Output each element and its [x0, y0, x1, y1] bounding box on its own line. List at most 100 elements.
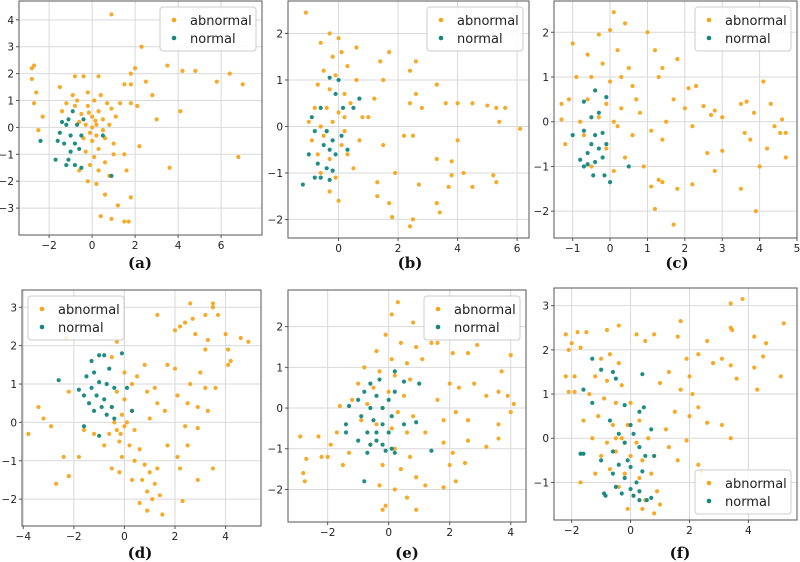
abnormal-point — [494, 105, 499, 110]
abnormal-point — [61, 454, 66, 460]
normal-point — [599, 458, 604, 463]
abnormal-point — [228, 358, 233, 364]
abnormal-point — [607, 467, 613, 472]
abnormal-point — [413, 91, 419, 97]
series-abnormal — [559, 10, 788, 227]
abnormal-point — [371, 385, 376, 390]
normal-point — [581, 99, 587, 104]
abnormal-point — [484, 444, 489, 449]
x-tick-label: 0 — [627, 525, 634, 537]
normal-point — [622, 440, 627, 445]
abnormal-point — [134, 374, 140, 379]
normal-point — [99, 404, 104, 410]
abnormal-point — [449, 159, 454, 164]
abnormal-point — [755, 387, 760, 392]
abnormal-point — [238, 335, 243, 341]
abnormal-point — [441, 485, 446, 490]
abnormal-point — [96, 74, 101, 79]
abnormal-point — [139, 44, 144, 49]
abnormal-point — [325, 454, 330, 459]
normal-point — [89, 385, 94, 390]
abnormal-point — [137, 500, 142, 506]
y-tick-label: 1 — [542, 72, 549, 84]
abnormal-point — [175, 454, 180, 460]
abnormal-point — [315, 152, 320, 157]
abnormal-point — [675, 334, 680, 339]
abnormal-point — [752, 334, 757, 339]
abnormal-point — [660, 137, 665, 142]
abnormal-point — [728, 436, 733, 441]
normal-point — [79, 133, 84, 138]
y-tick-label: 2 — [7, 69, 14, 81]
abnormal-point — [435, 340, 440, 346]
abnormal-point — [36, 128, 41, 133]
abnormal-point — [628, 453, 633, 459]
abnormal-point — [634, 332, 639, 337]
abnormal-point — [671, 97, 676, 102]
axes-frame — [553, 0, 798, 239]
normal-point — [613, 484, 618, 489]
abnormal-point — [41, 416, 46, 421]
abnormal-point — [160, 512, 165, 517]
abnormal-point — [671, 222, 676, 227]
abnormal-point — [652, 48, 658, 53]
abnormal-point — [124, 168, 129, 173]
abnormal-point — [619, 106, 624, 111]
normal-point — [368, 442, 373, 447]
abnormal-point — [210, 305, 216, 310]
abnormal-point — [652, 332, 657, 337]
abnormal-point — [434, 201, 439, 206]
abnormal-point — [491, 173, 496, 178]
normal-point — [72, 141, 78, 146]
abnormal-point — [210, 466, 216, 471]
abnormal-point — [687, 414, 692, 419]
abnormal-point — [434, 82, 439, 87]
abnormal-point — [188, 381, 193, 387]
abnormal-point — [517, 126, 523, 131]
abnormal-point — [625, 506, 630, 512]
abnormal-point — [449, 173, 454, 178]
abnormal-point — [386, 389, 391, 394]
abnormal-point — [783, 155, 788, 160]
abnormal-point — [690, 182, 695, 187]
abnormal-point — [414, 507, 419, 512]
abnormal-point — [109, 12, 114, 17]
abnormal-point — [461, 170, 466, 176]
abnormal-point — [321, 133, 326, 138]
abnormal-point — [318, 40, 323, 45]
normal-point — [357, 96, 362, 101]
abnormal-point — [392, 446, 397, 451]
normal-point — [374, 438, 379, 443]
series-abnormal — [563, 296, 786, 516]
abnormal-point — [398, 340, 403, 346]
abnormal-point — [455, 101, 460, 106]
normal-point — [401, 422, 407, 427]
abnormal-point — [214, 79, 219, 84]
abnormal-point — [611, 119, 616, 124]
abnormal-point — [401, 393, 407, 398]
abnormal-point — [690, 124, 695, 129]
normal-point — [362, 479, 367, 484]
normal-point — [72, 162, 78, 168]
abnormal-point — [569, 341, 574, 346]
abnormal-point — [81, 427, 87, 433]
abnormal-point — [419, 105, 424, 110]
legend-box — [27, 295, 125, 341]
abnormal-point — [619, 74, 624, 80]
normal-point — [604, 141, 609, 147]
abnormal-point — [763, 341, 769, 346]
legend-label-normal: normal — [457, 32, 503, 47]
y-tick-label: −2 — [0, 176, 14, 188]
abnormal-point — [563, 141, 568, 147]
abnormal-point — [395, 410, 400, 415]
abnormal-point — [303, 10, 308, 15]
abnormal-point — [657, 380, 663, 386]
abnormal-point — [205, 408, 210, 413]
abnormal-point — [330, 54, 335, 59]
series-abnormal — [303, 10, 523, 229]
abnormal-point — [122, 219, 127, 224]
normal-point — [607, 180, 613, 185]
abnormal-point — [185, 401, 190, 406]
abnormal-point — [783, 130, 788, 136]
normal-point — [70, 109, 75, 114]
